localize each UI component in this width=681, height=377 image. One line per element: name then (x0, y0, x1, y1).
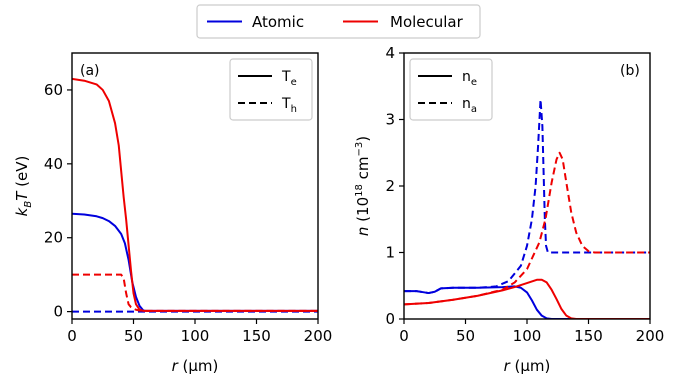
panel-b-series-molecular-na (404, 151, 650, 306)
panel-b-ytick-label: 2 (385, 177, 395, 195)
top-legend-molecular-label: Molecular (390, 13, 464, 31)
panel-a-xtick-label: 50 (124, 327, 143, 345)
panel-a-legend-te-main: T (281, 69, 291, 85)
panel-a-xtick-label: 0 (67, 327, 77, 345)
panel-a-frame (71, 52, 319, 320)
panel-b-series-atomic-ne (404, 285, 650, 319)
panel-b-series-molecular-ne (404, 278, 650, 319)
panel-b-xtick-label: 0 (399, 327, 409, 345)
top-legend-atomic-label: Atomic (252, 13, 304, 31)
panel-a-ytick-label: 60 (44, 81, 63, 99)
panel-a-ylabel: kBT (eV) (13, 156, 34, 217)
panel-a-series-molecular-te (72, 77, 318, 312)
panel-b-legend-na-main: n (462, 96, 471, 112)
panel-b-legend-frame (409, 58, 493, 121)
panel-a-legend-th-sub: h (291, 104, 297, 115)
panel-b-ytick-label: 3 (385, 111, 395, 129)
panel-a-legend-th-label: Th (281, 96, 297, 115)
panel-a-legend-te-label: Te (281, 69, 297, 88)
panel-b-xlabel: r (μm) (504, 357, 551, 375)
panel-a-legend-te-sub: e (291, 77, 297, 88)
panel-b-xtick-label: 200 (636, 327, 665, 345)
panel-a: 0 50 100 150 200 0 20 40 60 (a) Te Th r (μm) kBT… (13, 52, 332, 375)
panel-a-xtick-label: 150 (242, 327, 271, 345)
panel-a-legend: Te Th (229, 58, 313, 121)
panel-b-legend-ne-label: ne (462, 69, 477, 88)
panel-b-label: (b) (620, 63, 640, 79)
panel-b-legend-ne-main: n (462, 69, 471, 85)
panel-a-xlabel: r (μm) (172, 357, 219, 375)
panel-b-frame (403, 52, 651, 320)
panel-a-xtick-label: 100 (181, 327, 210, 345)
panel-b-xtick-label: 150 (574, 327, 603, 345)
panel-a-label: (a) (80, 63, 100, 79)
panel-a-xtick-label: 200 (304, 327, 333, 345)
panel-b-xtick-label: 100 (513, 327, 542, 345)
panel-b-legend-na-label: na (462, 96, 477, 115)
panel-b-ytick-label: 1 (385, 244, 395, 262)
panel-b-legend-na-sub: a (471, 104, 477, 115)
panel-a-series (72, 77, 318, 313)
panel-a-series-atomic-te (72, 212, 318, 312)
panel-a-ticks: 0 50 100 150 200 0 20 40 60 (44, 81, 332, 345)
panel-b-xtick-label: 50 (456, 327, 475, 345)
panel-a-ytick-label: 40 (44, 155, 63, 173)
panel-a-ytick-label: 20 (44, 229, 63, 247)
panel-a-legend-frame (229, 58, 313, 121)
panel-b-legend: ne na (409, 58, 493, 121)
panel-a-ytick-label: 0 (53, 303, 63, 321)
top-legend: Atomic Molecular (196, 4, 481, 39)
top-legend-frame (196, 4, 481, 39)
panel-b-series (404, 98, 650, 319)
panel-b-ylabel: n (1018 cm−3) (354, 136, 372, 236)
panel-a-legend-th-main: T (281, 96, 291, 112)
panel-b-legend-ne-sub: e (471, 77, 477, 88)
panel-b-ytick-label: 4 (385, 44, 395, 62)
panel-b-ticks: 0 50 100 150 200 0 1 2 3 4 (385, 44, 664, 345)
panel-b-ytick-label: 0 (385, 310, 395, 328)
panel-b-series-atomic-na (404, 98, 650, 295)
panel-a-series-molecular-th (72, 273, 318, 312)
